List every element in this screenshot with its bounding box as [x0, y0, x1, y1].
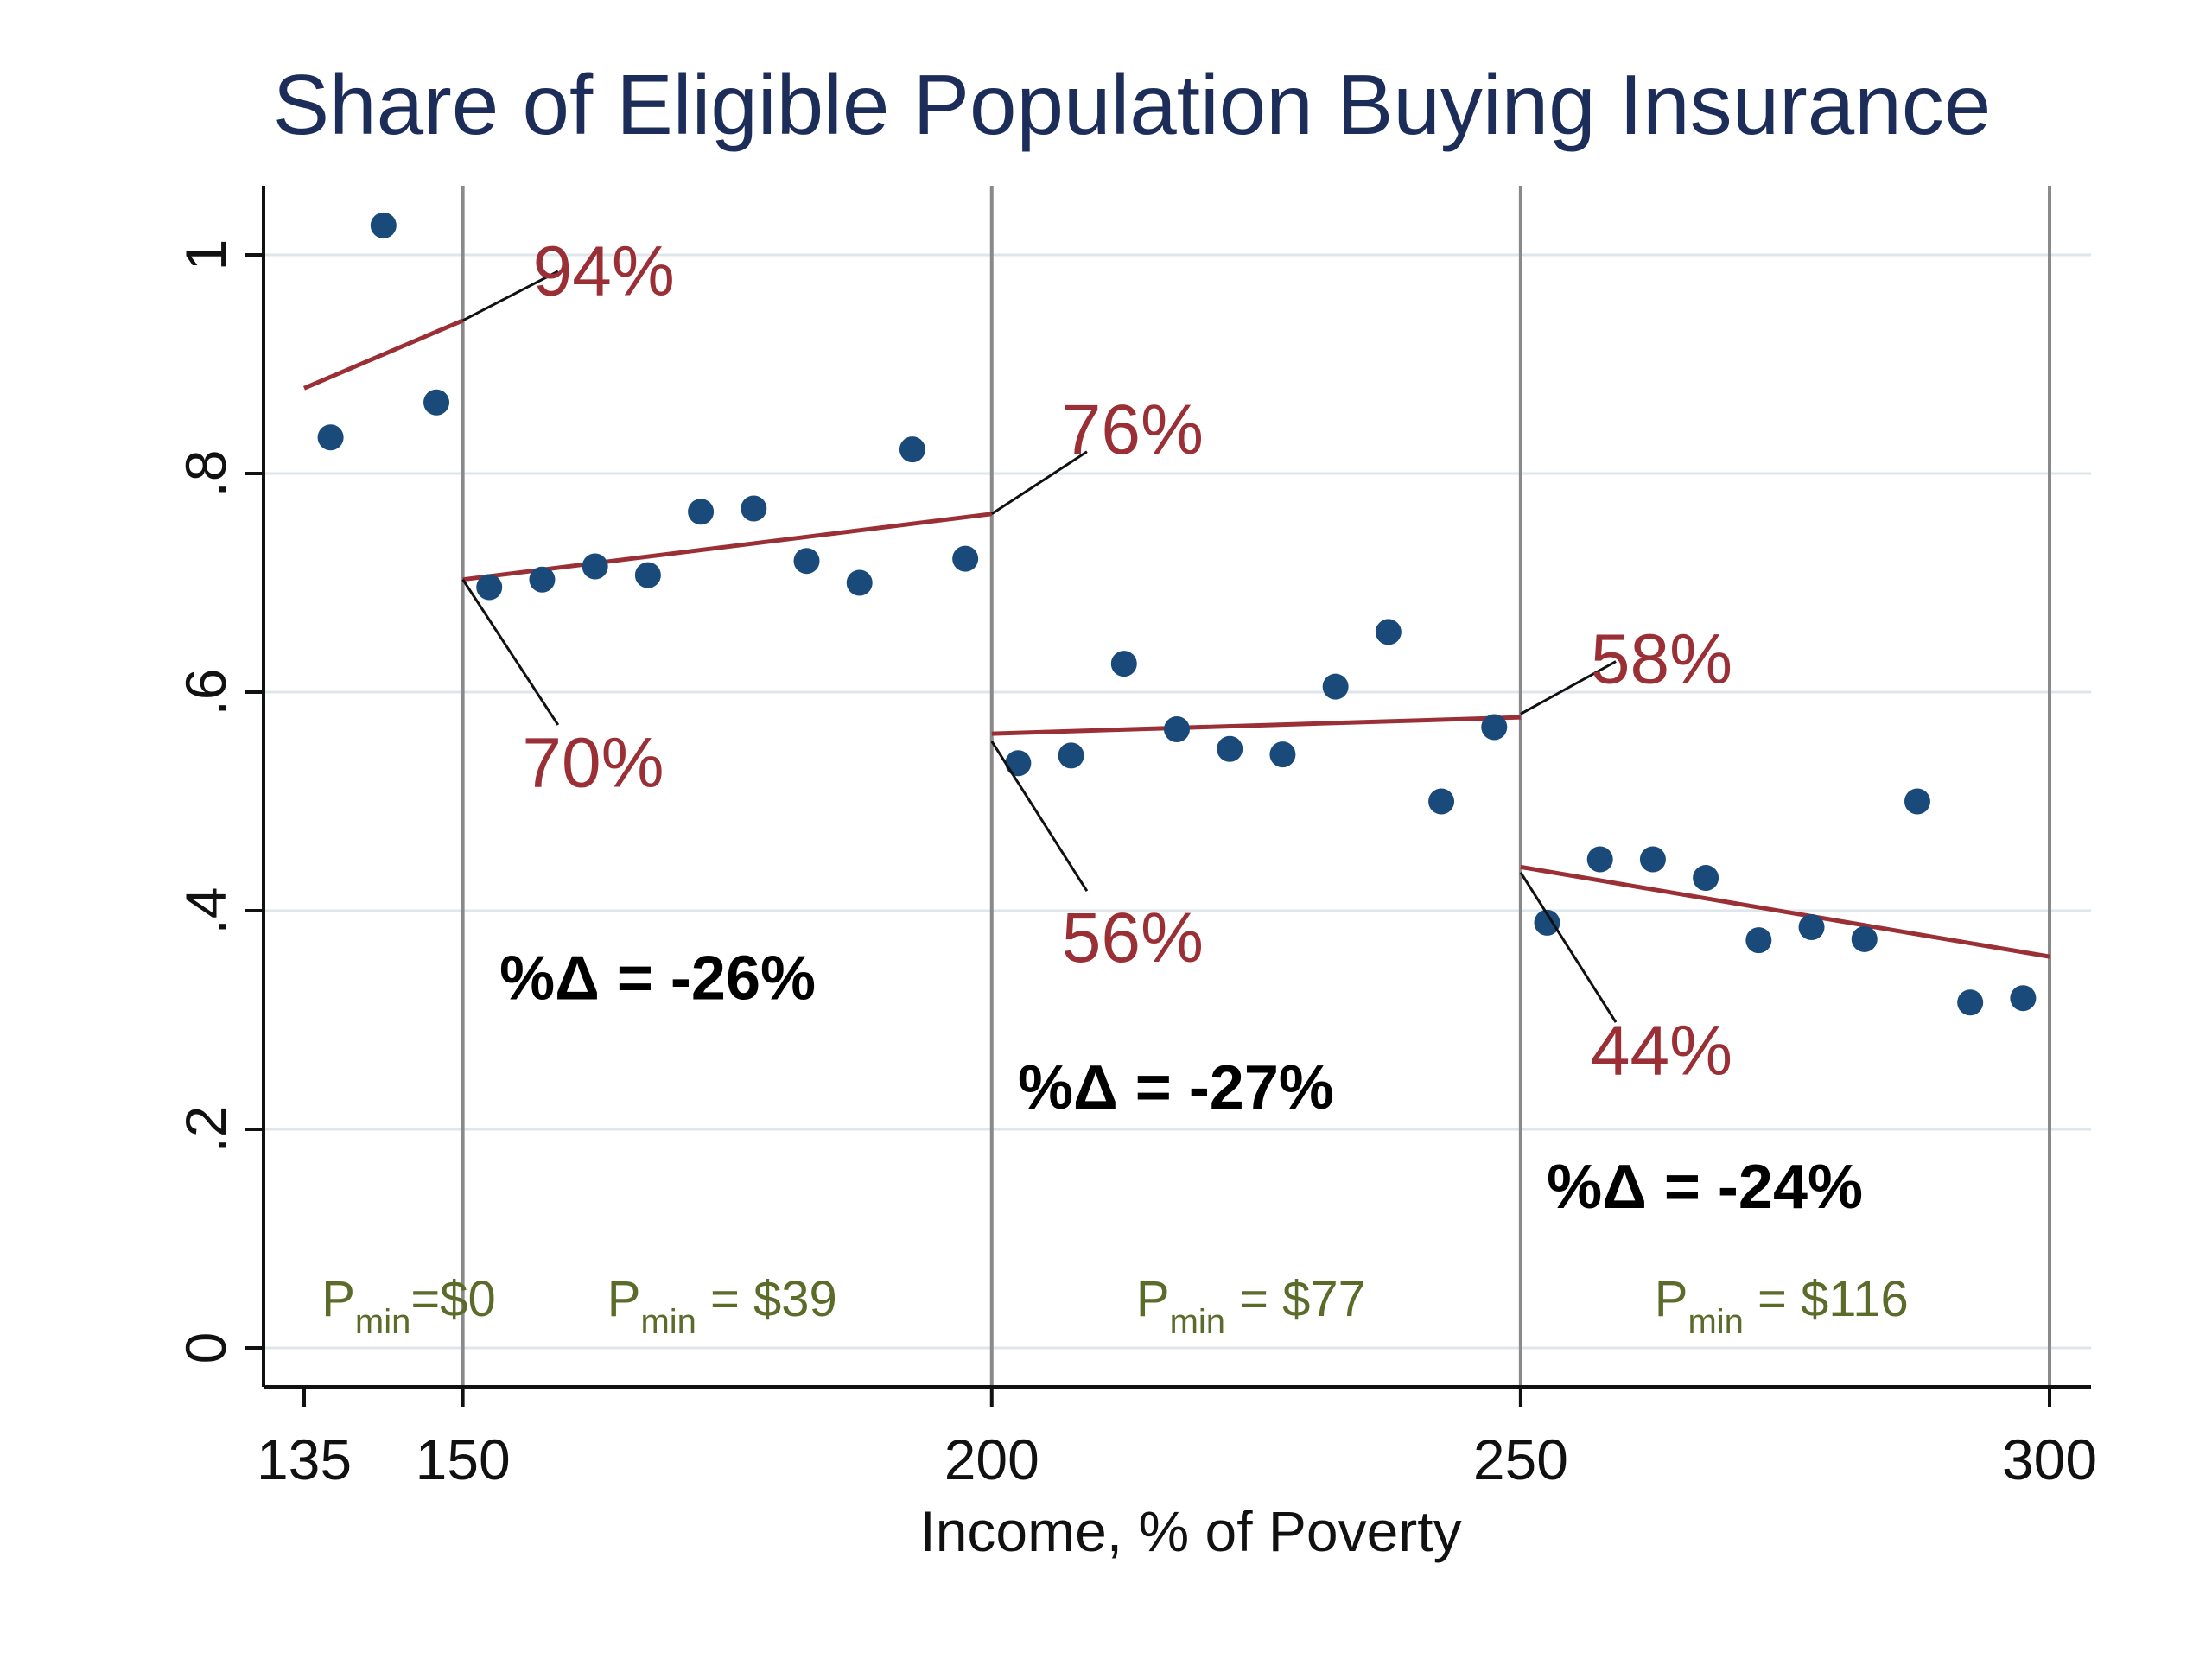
fit-line: [991, 715, 1521, 736]
pmin-value: = $77: [1225, 1271, 1366, 1327]
pmin-subscript: min: [640, 1303, 696, 1341]
data-point: [317, 424, 344, 451]
data-point: [529, 566, 556, 593]
data-point: [952, 545, 979, 572]
pmin-subscript: min: [355, 1303, 410, 1341]
pmin-label: Pmin = $77: [1136, 1271, 1366, 1341]
pmin-labels: Pmin=$0 Pmin = $39 Pmin = $77 Pmin = $116: [321, 1271, 1909, 1341]
percent-annotation: 56%: [1062, 899, 1204, 977]
data-point: [1269, 741, 1296, 768]
x-ticks: 135 150 200 250 300: [257, 1387, 2097, 1491]
pmin-base: P: [1136, 1271, 1170, 1327]
data-point: [1693, 865, 1719, 892]
y-tick-label: 0: [174, 1332, 238, 1364]
y-tick-label: 1: [174, 239, 238, 271]
data-point: [1375, 619, 1402, 645]
leader-line: [990, 741, 1089, 893]
data-point: [1110, 651, 1137, 677]
data-point: [634, 562, 661, 588]
fit-line: [462, 512, 993, 582]
data-point: [1904, 788, 1930, 815]
data-point: [476, 574, 503, 601]
data-point: [1586, 846, 1613, 873]
data-point: [1481, 714, 1508, 741]
pmin-value: = $116: [1744, 1271, 1909, 1327]
data-point: [1428, 788, 1455, 815]
vertical-lines: [461, 186, 2051, 1387]
percent-annotation: 94%: [533, 232, 675, 310]
percent-annotation: 44%: [1591, 1011, 1732, 1090]
annotations: 94% 70% 76% 56% 58% 44%: [461, 232, 1732, 1090]
delta-label: %Δ = -27%: [1018, 1053, 1334, 1122]
data-point: [2010, 985, 2037, 1012]
y-tick-label: .6: [174, 668, 238, 715]
x-tick-label: 250: [1473, 1427, 1568, 1491]
y-tick-label: .8: [174, 449, 238, 497]
fit-line: [303, 318, 464, 391]
leader-line: [990, 450, 1088, 516]
leader-line: [461, 270, 559, 322]
data-point: [793, 548, 820, 575]
data-point: [370, 212, 397, 238]
data-point: [1058, 742, 1084, 769]
data-point: [688, 499, 715, 525]
data-points: [317, 212, 2037, 1016]
delta-label: %Δ = -26%: [499, 944, 816, 1013]
fit-lines: [303, 318, 2050, 959]
data-point: [1534, 909, 1560, 936]
x-axis-label: Income, % of Poverty: [919, 1499, 1461, 1563]
axes: [262, 186, 2091, 1389]
data-point: [899, 436, 925, 463]
pmin-base: P: [607, 1271, 641, 1327]
chart-title: Share of Eligible Population Buying Insu…: [273, 57, 1992, 152]
data-point: [582, 553, 608, 580]
x-tick-label: 150: [416, 1427, 511, 1491]
pmin-label: Pmin = $116: [1655, 1271, 1909, 1341]
pmin-base: P: [321, 1271, 355, 1327]
pmin-subscript: min: [1170, 1303, 1225, 1341]
data-point: [1005, 750, 1032, 777]
y-tick-label: .2: [174, 1105, 238, 1153]
fit-line: [1520, 864, 2050, 959]
leader-line: [461, 578, 560, 726]
data-point: [1639, 846, 1666, 873]
leader-line: [1519, 871, 1618, 1023]
pmin-value: =$0: [410, 1271, 495, 1327]
grid: [264, 253, 2091, 1350]
x-tick-label: 135: [257, 1427, 352, 1491]
data-point: [423, 389, 450, 416]
data-point: [1957, 989, 1984, 1016]
pmin-label: Pmin=$0: [321, 1271, 496, 1341]
data-point: [1798, 913, 1825, 940]
delta-label: %Δ = -24%: [1547, 1153, 1863, 1222]
delta-labels: %Δ = -26% %Δ = -27% %Δ = -24%: [499, 944, 1863, 1222]
data-point: [1745, 927, 1772, 954]
data-point: [741, 495, 767, 522]
y-ticks: 0 .2 .4 .6 .8 1: [174, 239, 264, 1364]
data-point: [1164, 716, 1190, 743]
percent-annotation: 70%: [522, 724, 664, 803]
leader-line: [1520, 660, 1617, 715]
data-point: [1217, 735, 1243, 762]
pmin-subscript: min: [1688, 1303, 1743, 1341]
data-point: [1851, 925, 1878, 952]
percent-annotation: 58%: [1591, 620, 1732, 699]
pmin-value: = $39: [696, 1271, 837, 1327]
data-point: [846, 569, 873, 596]
pmin-base: P: [1655, 1271, 1688, 1327]
x-tick-label: 300: [2002, 1427, 2097, 1491]
pmin-label: Pmin = $39: [607, 1271, 837, 1341]
x-tick-label: 200: [944, 1427, 1039, 1491]
data-point: [1322, 673, 1349, 700]
y-tick-label: .4: [174, 887, 238, 934]
percent-annotation: 76%: [1062, 391, 1204, 469]
